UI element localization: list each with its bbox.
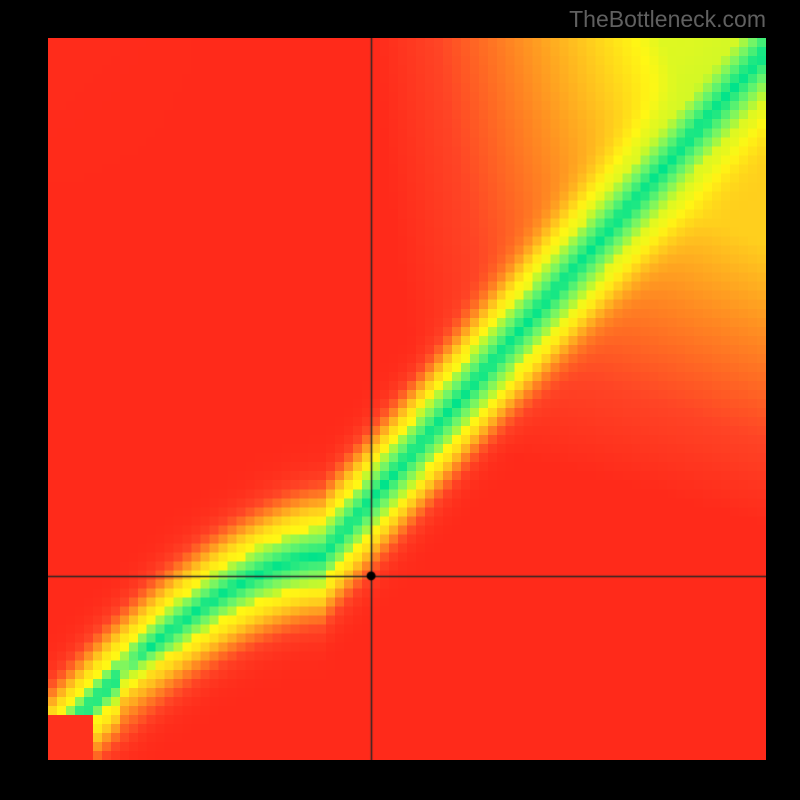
watermark-text: TheBottleneck.com	[569, 6, 766, 33]
chart-container: TheBottleneck.com	[0, 0, 800, 800]
bottleneck-heatmap	[48, 38, 766, 760]
